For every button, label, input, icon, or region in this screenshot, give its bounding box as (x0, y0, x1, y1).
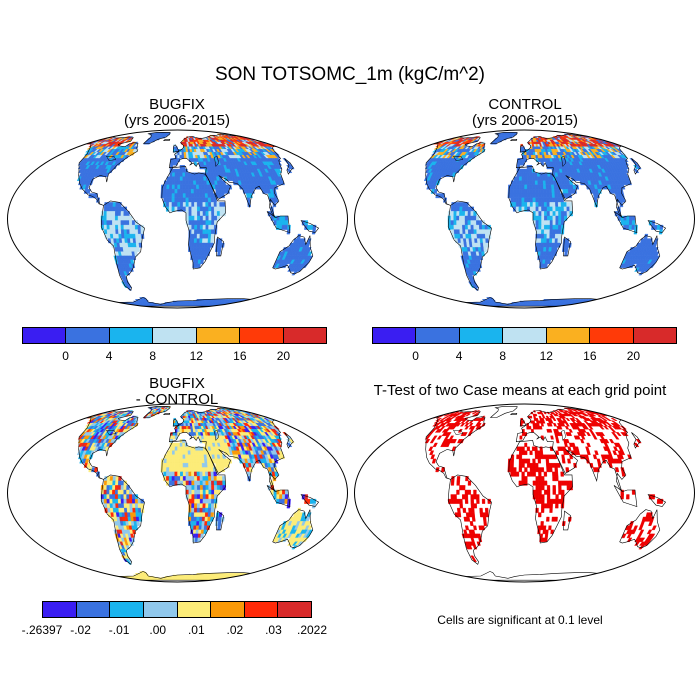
map-border (7, 129, 348, 309)
colorbar-tick-label: 4 (105, 349, 113, 363)
colorbar-tick-label: -.01 (108, 623, 130, 637)
colorbar-segment (546, 328, 591, 343)
colorbar-tick-label: 0 (62, 349, 69, 363)
colorbar-tick-label: .2022 (296, 623, 328, 637)
colorbar-segment (373, 328, 417, 343)
diff-title: BUGFIX (149, 375, 205, 392)
control-colorbar: 0 4 8 12 16 20 (372, 327, 677, 375)
bugfix-map (7, 129, 348, 309)
colorbar-tick-label: 20 (626, 349, 641, 363)
control-map (354, 129, 695, 309)
control-title: CONTROL (488, 96, 562, 113)
colorbar-segment (76, 602, 111, 617)
colorbar-tick-label: 12 (539, 349, 553, 363)
ttest-panel-title: T-Test of two Case means at each grid po… (373, 382, 667, 399)
colorbar-tick-label: .02 (226, 623, 244, 637)
colorbar-segment (459, 328, 504, 343)
colorbar-segment (278, 602, 311, 617)
colorbar-tick-label: 12 (189, 349, 203, 363)
colorbar-segment (633, 328, 676, 343)
diff-map (7, 403, 348, 583)
diff-colorbar: -.26397 -.02 -.01 .00 .01 .02 .03 .2022 (22, 601, 327, 649)
colorbar-segment (416, 328, 460, 343)
bugfix-panel-title: BUGFIX (yrs 2006-2015) (77, 97, 277, 129)
colorbar-segment (240, 328, 284, 343)
colorbar-segment (283, 328, 326, 343)
colorbar-tick-label: 8 (499, 349, 507, 363)
colorbar-segment (143, 602, 178, 617)
colorbar-bar (22, 327, 327, 344)
colorbar-segment (177, 602, 212, 617)
colorbar-segment (110, 602, 144, 617)
bugfix-colorbar: 0 4 8 12 16 20 (22, 327, 327, 375)
colorbar-tick-label: -.26397 (21, 623, 63, 637)
colorbar-tick-label: 4 (455, 349, 463, 363)
ttest-map (354, 403, 695, 583)
bugfix-subtitle: (yrs 2006-2015) (124, 112, 230, 129)
map-border (354, 403, 695, 583)
colorbar-tick-label: .00 (149, 623, 167, 637)
colorbar-tick-label: 16 (583, 349, 597, 363)
colorbar-segment (153, 328, 197, 343)
colorbar-tick-label: 16 (233, 349, 247, 363)
colorbar-segment (196, 328, 241, 343)
diff-subtitle: - CONTROL (135, 391, 219, 408)
diff-panel-title: BUGFIX - CONTROL (77, 376, 277, 408)
colorbar-bar (42, 601, 312, 618)
colorbar-bar (372, 327, 677, 344)
map-border (7, 403, 348, 583)
colorbar-tick-label: -.02 (70, 623, 91, 637)
colorbar-segment (66, 328, 110, 343)
colorbar-segment (43, 602, 77, 617)
control-panel-title: CONTROL (yrs 2006-2015) (425, 97, 625, 129)
bugfix-title: BUGFIX (149, 96, 205, 113)
figure-title: SON TOTSOMC_1m (kgC/m^2) (214, 64, 486, 85)
colorbar-segment (23, 328, 67, 343)
colorbar-segment (590, 328, 634, 343)
map-cells (424, 407, 670, 562)
colorbar-segment (244, 602, 279, 617)
colorbar-tick-label: .03 (265, 623, 282, 637)
colorbar-tick-label: .01 (187, 623, 205, 637)
colorbar-tick-label: 8 (149, 349, 157, 363)
colorbar-segment (503, 328, 547, 343)
significance-note: Cells are significant at 0.1 level (437, 613, 603, 627)
colorbar-segment (109, 328, 154, 343)
map-border (354, 129, 695, 309)
control-subtitle: (yrs 2006-2015) (472, 112, 578, 129)
colorbar-segment (211, 602, 245, 617)
colorbar-tick-label: 0 (412, 349, 419, 363)
colorbar-tick-label: 20 (276, 349, 291, 363)
